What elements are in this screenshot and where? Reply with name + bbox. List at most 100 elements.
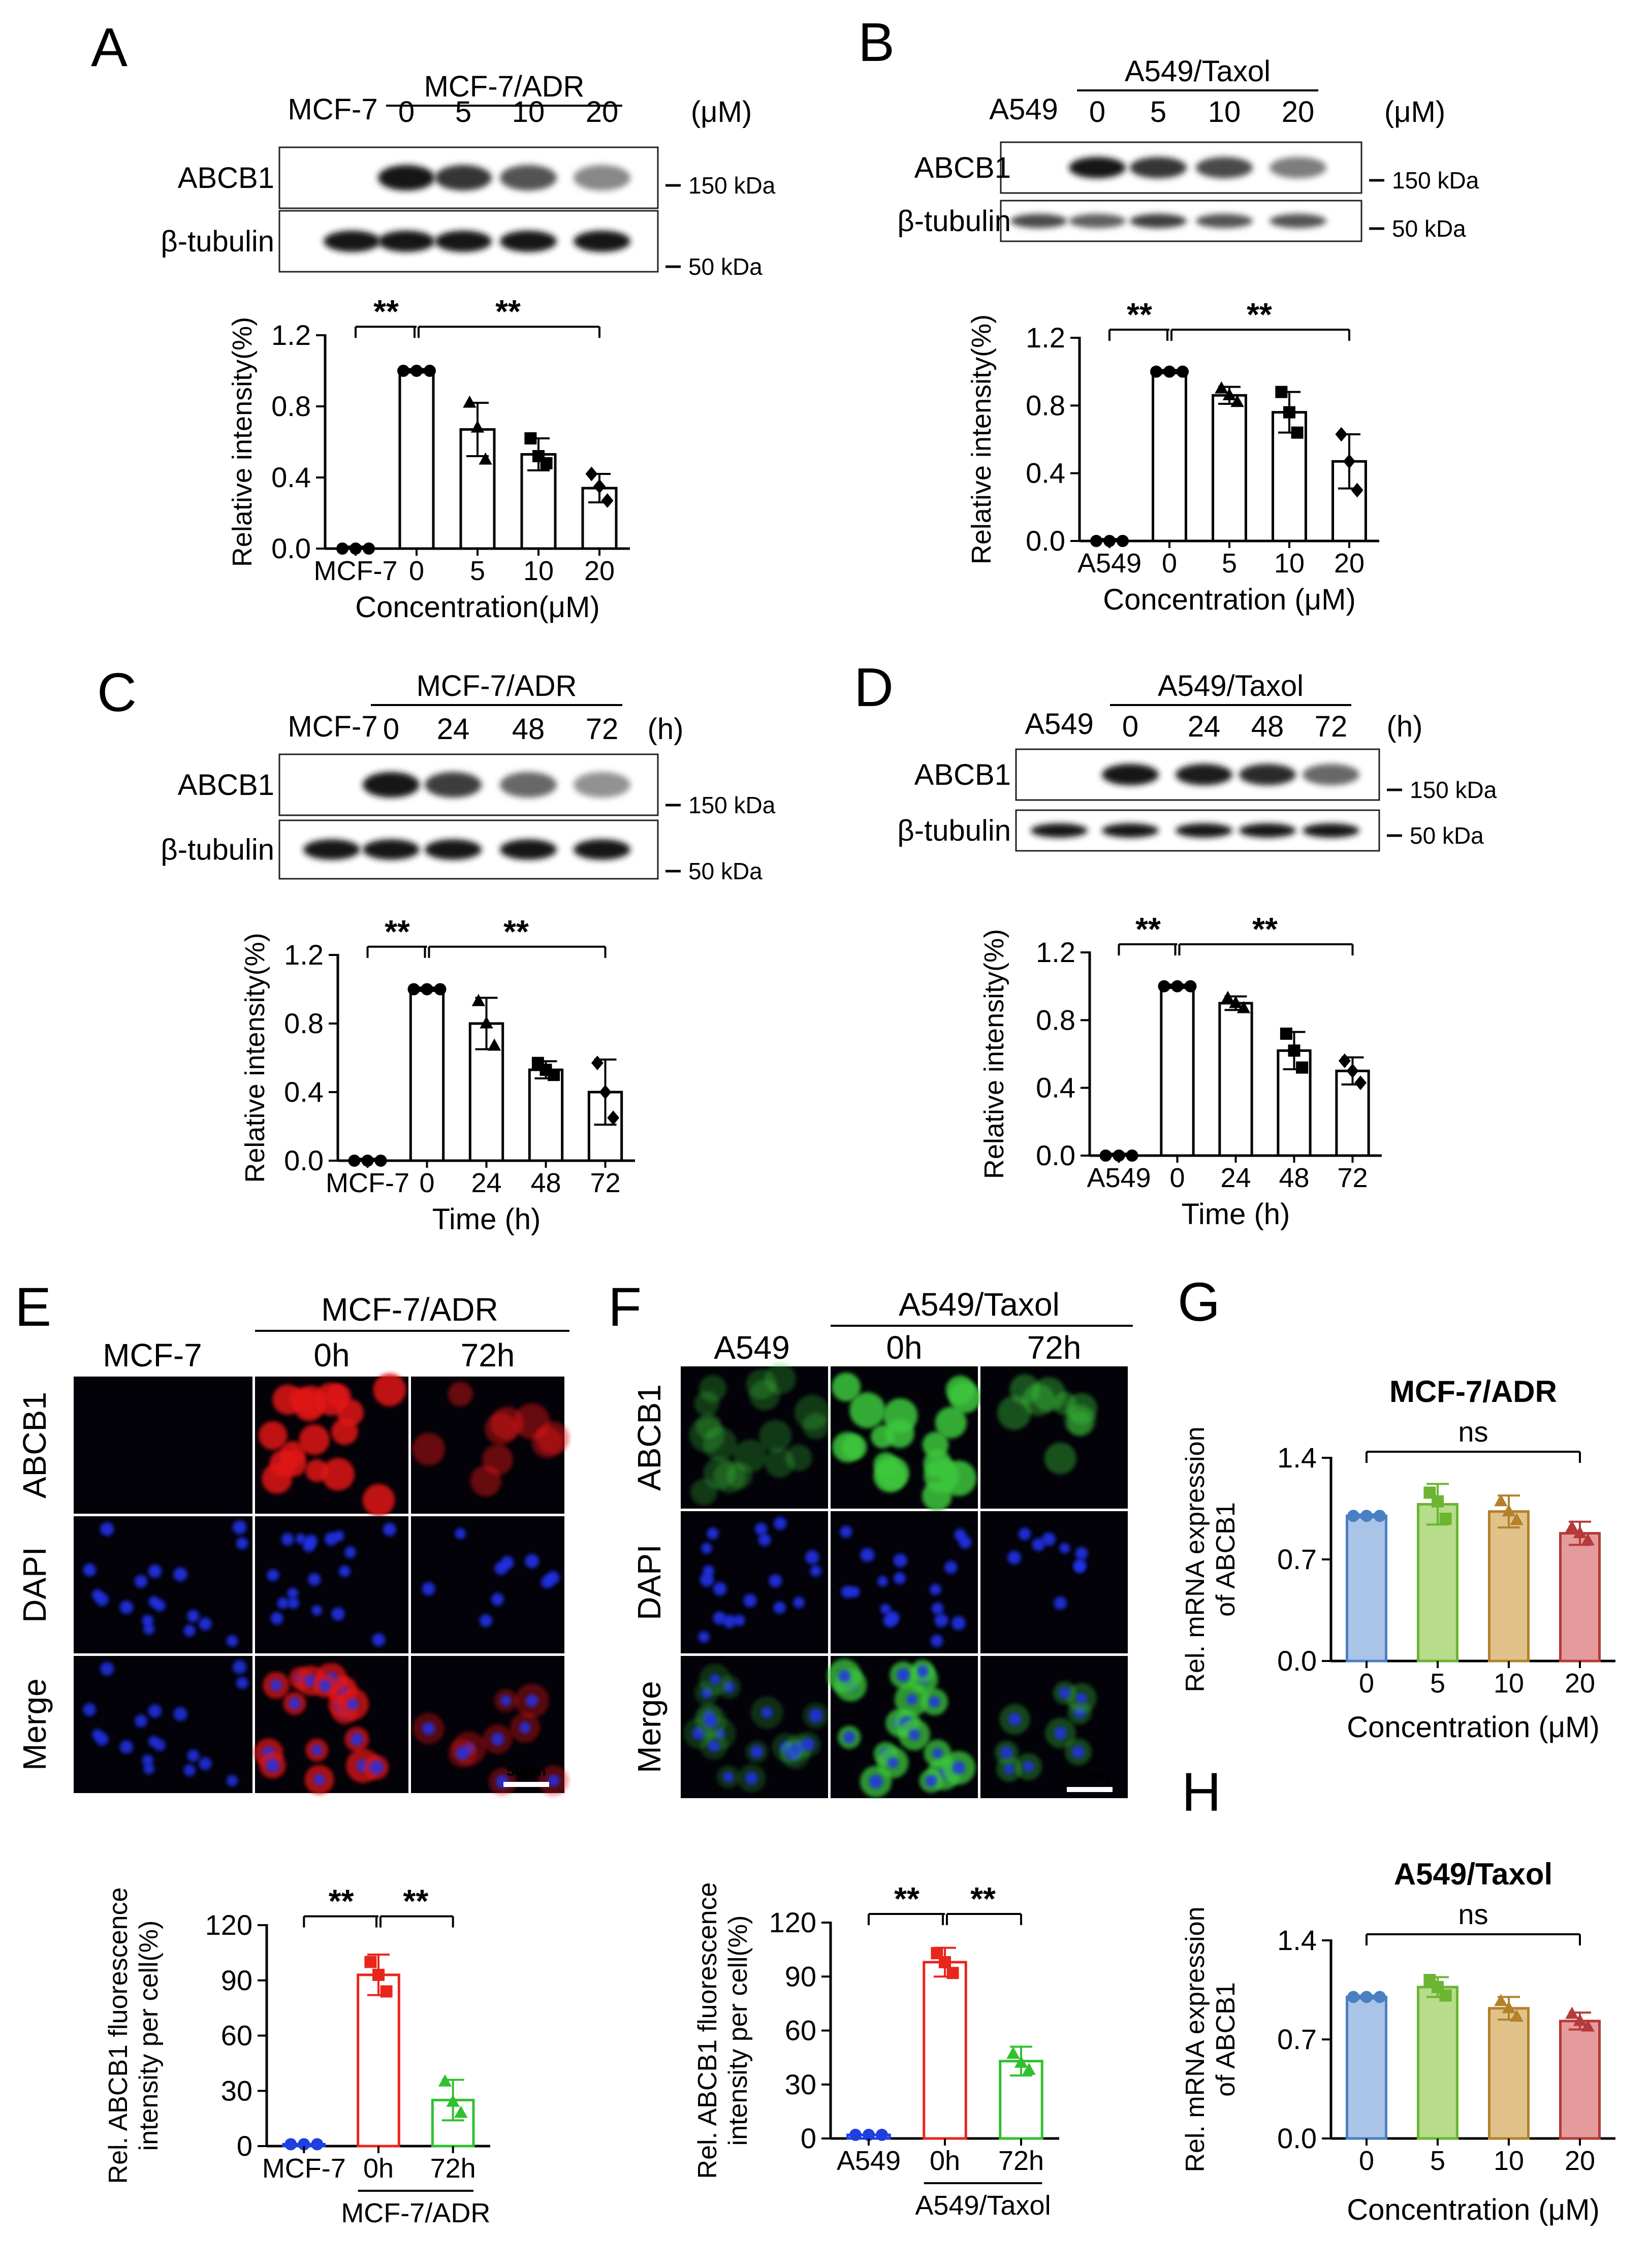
blot-band xyxy=(1239,823,1296,838)
blot-resistant-label: A549/Taxol xyxy=(1125,55,1271,88)
sig-label: ** xyxy=(503,913,529,950)
if-row-label: Merge xyxy=(16,1678,53,1770)
merge-nucleus xyxy=(173,1707,187,1721)
sig-label: ns xyxy=(1458,1416,1488,1448)
dapi-nucleus xyxy=(931,1603,944,1615)
dapi-nucleus xyxy=(135,1575,148,1588)
y-tick-label: 0.4 xyxy=(1036,1072,1075,1104)
y-axis-label: Relative intensity(%) xyxy=(240,933,270,1183)
bar xyxy=(357,1973,400,2148)
y-axis-label: Relative intensity(%) xyxy=(966,314,997,564)
dapi-nucleus xyxy=(934,1613,948,1627)
data-point xyxy=(1163,365,1176,378)
data-point xyxy=(1283,406,1295,419)
y-tick-label: 0.0 xyxy=(284,1144,324,1176)
abcb1-stained-cell xyxy=(373,1373,406,1407)
blot-band xyxy=(1069,214,1126,228)
blot-band xyxy=(1196,214,1253,228)
data-point xyxy=(1374,1510,1386,1522)
if-col-label: 72h xyxy=(461,1337,515,1373)
if-row-label: ABCB1 xyxy=(16,1392,53,1498)
bar xyxy=(1488,1510,1530,1663)
if-col-label: MCF-7 xyxy=(103,1337,202,1373)
dapi-nucleus xyxy=(546,1571,560,1584)
blot-lane-label: 24 xyxy=(437,713,470,746)
blot-lane-label: 5 xyxy=(1150,95,1166,129)
group-label: A549/Taxol xyxy=(915,2190,1051,2221)
dapi-nucleus xyxy=(143,1623,155,1635)
group-label: MCF-7/ADR xyxy=(341,2198,490,2228)
panel-letter-a: A xyxy=(91,16,128,78)
y-tick-label: 0.0 xyxy=(1277,1645,1317,1677)
dapi-nucleus xyxy=(877,1576,888,1587)
bar xyxy=(528,1068,564,1162)
abcb1-stained-cell xyxy=(759,1420,792,1453)
blot-band xyxy=(500,772,557,798)
y-tick-label: 60 xyxy=(221,2020,252,2052)
y-tick-label: 0.8 xyxy=(1036,1004,1075,1036)
data-point xyxy=(1351,483,1363,498)
y-tick-label: 1.4 xyxy=(1277,1924,1317,1956)
dapi-nucleus xyxy=(183,1624,196,1637)
data-point xyxy=(374,1155,387,1167)
merge-nucleus xyxy=(928,1696,940,1708)
blot-lane-label: 10 xyxy=(512,95,545,129)
merge-nucleus xyxy=(801,1738,815,1751)
bar-chart-e: 0 30 60 90 120 Rel. ABCB1 fluorescence intensi… xyxy=(104,1883,490,2228)
dapi-nucleus xyxy=(1059,1543,1070,1554)
blot-band xyxy=(378,231,435,252)
y-tick-label: 90 xyxy=(221,1964,252,1996)
bar-chart-h: 0.0 0.7 1.4 Rel. mRNA expression of ABCB1 A54… xyxy=(1181,1857,1615,2226)
merge-nucleus xyxy=(1071,1745,1085,1759)
dapi-nucleus xyxy=(295,1534,306,1544)
x-tick-label: 72h xyxy=(430,2153,476,2184)
scale-bar xyxy=(1067,1787,1113,1792)
merge-nucleus xyxy=(808,1708,823,1723)
bar xyxy=(1417,1986,1458,2140)
data-point xyxy=(1502,1504,1516,1517)
dapi-nucleus xyxy=(931,1635,943,1647)
blot-band xyxy=(303,839,360,860)
abcb1-stained-cell xyxy=(269,1450,297,1477)
x-tick-label: 5 xyxy=(1430,1668,1445,1699)
data-point xyxy=(479,452,492,465)
dapi-nucleus xyxy=(339,1566,351,1577)
abcb1-stained-cell xyxy=(299,1424,330,1455)
if-row-label: DAPI xyxy=(16,1547,53,1622)
blot-band xyxy=(500,839,557,860)
dapi-nucleus xyxy=(755,1522,768,1536)
dapi-nucleus xyxy=(383,1523,396,1536)
data-point xyxy=(298,2138,310,2151)
data-point xyxy=(311,2138,324,2151)
data-point xyxy=(1360,1991,1373,2003)
abcb1-stained-cell xyxy=(699,1375,726,1402)
data-point xyxy=(284,2138,297,2151)
data-point xyxy=(336,542,348,555)
data-point xyxy=(372,1968,385,1981)
x-tick-label: 0 xyxy=(1359,1668,1374,1699)
blot-band xyxy=(1130,157,1187,178)
merge-nucleus xyxy=(135,1714,148,1728)
merge-nucleus xyxy=(319,1679,331,1692)
blot-resistant-label: MCF-7/ADR xyxy=(417,669,577,702)
data-point xyxy=(1150,365,1162,378)
x-tick-label: 0 xyxy=(1359,2146,1374,2176)
abcb1-stained-cell xyxy=(849,1392,885,1428)
blot-lane-label: 24 xyxy=(1188,710,1221,743)
x-axis-label: Concentration (μM) xyxy=(1347,1711,1600,1744)
kda-marker-label: 150 kDa xyxy=(688,792,776,818)
y-tick-label: 60 xyxy=(785,2015,816,2047)
merge-nucleus xyxy=(143,1763,155,1775)
abcb1-stained-cell xyxy=(794,1395,830,1430)
x-tick-label: 24 xyxy=(1220,1163,1251,1193)
x-tick-label: 0 xyxy=(1162,548,1177,579)
dapi-nucleus xyxy=(954,1528,967,1541)
merge-nucleus xyxy=(289,1697,301,1710)
abcb1-stained-cell xyxy=(272,1384,303,1415)
if-col-label: 0h xyxy=(313,1337,350,1373)
dapi-nucleus xyxy=(860,1548,875,1562)
x-tick-label: MCF-7 xyxy=(326,1168,409,1198)
y-tick-label: 0 xyxy=(801,2122,816,2154)
data-point xyxy=(585,466,598,482)
dapi-nucleus xyxy=(880,1604,892,1615)
